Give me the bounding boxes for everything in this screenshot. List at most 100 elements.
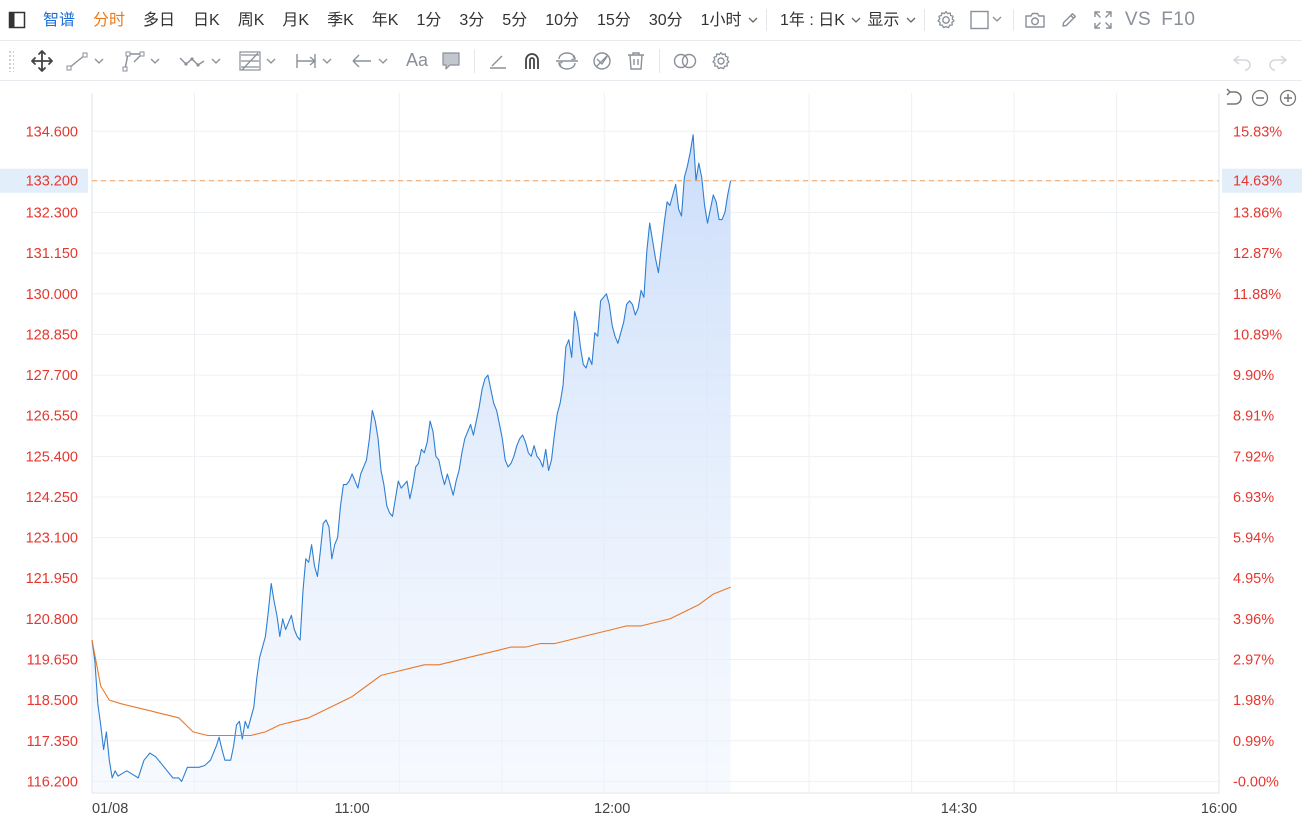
y-right-tick-label: 2.97% xyxy=(1233,653,1274,669)
tab-daily-k[interactable]: 日K xyxy=(193,11,220,29)
tab-multiday[interactable]: 多日 xyxy=(143,11,176,29)
range-select[interactable]: 1年 : 日K xyxy=(771,0,865,41)
y-left-tick-label: 131.150 xyxy=(26,246,78,262)
current-price-badge-left xyxy=(0,168,88,193)
layout-select[interactable] xyxy=(963,0,1009,41)
avg-series-line xyxy=(91,586,731,737)
tab-15min[interactable]: 15分 xyxy=(597,11,631,29)
y-right-tick-label: 8.91% xyxy=(1233,409,1274,425)
measure-tool-icon[interactable] xyxy=(288,41,344,81)
fib-tool-icon[interactable] xyxy=(232,41,288,81)
y-left-tick-label: 127.700 xyxy=(26,368,78,384)
tab-zhipu[interactable]: 智谱 xyxy=(43,11,76,29)
tab-5min[interactable]: 5分 xyxy=(502,11,528,29)
y-left-tick-label: 128.850 xyxy=(26,327,78,343)
redo-icon[interactable] xyxy=(1260,41,1296,81)
plot-area xyxy=(91,134,732,793)
y-right-tick-label: 11.88% xyxy=(1233,287,1281,303)
settings-icon[interactable] xyxy=(929,0,963,41)
y-left-tick-label: 126.550 xyxy=(26,409,78,425)
y-right-tick-label: 10.89% xyxy=(1233,327,1282,343)
tab-monthly-k[interactable]: 月K xyxy=(282,11,310,29)
divider xyxy=(923,9,925,31)
y-right-tick-label: 6.93% xyxy=(1233,490,1274,506)
tab-intraday[interactable]: 分时 xyxy=(93,11,126,29)
tab-1hour[interactable]: 1小时 xyxy=(692,0,762,41)
wave-tool-icon[interactable] xyxy=(172,41,232,81)
y-left-tick-label: 120.800 xyxy=(26,612,78,628)
text-tool-label: Aa xyxy=(406,50,429,70)
price-series-line xyxy=(91,134,732,782)
tab-1min[interactable]: 1分 xyxy=(416,11,442,29)
x-axis: 01/08 11:00 12:00 14:30 16:00 xyxy=(92,801,1237,817)
pencil-icon[interactable] xyxy=(1052,0,1086,41)
current-price-marker: 133.200 14.63% xyxy=(0,168,1302,193)
x-tick-label: 12:00 xyxy=(594,801,630,817)
drawing-toolbar: Aa xyxy=(0,41,1302,81)
display-select-label: 显示 xyxy=(867,11,900,29)
y-right-tick-label: 1.98% xyxy=(1233,693,1274,709)
tab-30min[interactable]: 30分 xyxy=(648,11,683,29)
divider xyxy=(1012,9,1014,31)
x-tick-label: 11:00 xyxy=(334,801,369,817)
move-icon[interactable] xyxy=(24,41,60,81)
y-left-tick-label: 125.400 xyxy=(26,449,78,465)
chevron-down-icon xyxy=(851,16,861,24)
tab-weekly-k[interactable]: 周K xyxy=(237,11,265,29)
delete-icon[interactable] xyxy=(619,41,653,81)
y-left-tick-label: 121.950 xyxy=(26,571,78,587)
y-left-tick-label: 123.100 xyxy=(26,531,78,547)
y-axis-left: 134.600 133.200 132.300 131.150 130.000 128.8… xyxy=(26,124,78,790)
polyline-tool-icon[interactable] xyxy=(116,41,172,81)
pen-icon[interactable] xyxy=(481,41,515,81)
divider xyxy=(474,48,476,73)
y-right-tick-label: 15.83% xyxy=(1233,124,1282,140)
x-tick-label: 14:30 xyxy=(941,801,977,817)
comment-tool-icon[interactable] xyxy=(434,41,468,81)
y-left-tick-label: 134.600 xyxy=(26,124,78,140)
x-tick-label: 01/08 xyxy=(92,801,128,817)
sidebar-toggle-icon[interactable] xyxy=(0,0,34,41)
magnet-icon[interactable] xyxy=(515,41,549,81)
fullscreen-icon[interactable] xyxy=(1086,0,1120,41)
y-left-tick-label: 116.200 xyxy=(27,774,78,790)
f10-button[interactable]: F10 xyxy=(1161,9,1196,30)
y-left-tick-label: 130.000 xyxy=(26,287,78,303)
y-right-tick-label: 0.99% xyxy=(1233,734,1274,750)
chevron-down-icon xyxy=(906,16,916,24)
reset-zoom-icon[interactable] xyxy=(1226,88,1242,105)
line-tool-icon[interactable] xyxy=(60,41,116,81)
drag-handle[interactable] xyxy=(8,49,14,72)
display-select[interactable]: 显示 xyxy=(865,0,919,41)
current-price-label: 133.200 xyxy=(26,174,78,190)
tab-yearly-k[interactable]: 年K xyxy=(371,11,399,29)
intraday-chart[interactable]: 134.600 133.200 132.300 131.150 130.000 128.8… xyxy=(0,81,1302,831)
y-left-tick-label: 124.250 xyxy=(26,490,78,506)
tab-1hour-label: 1小时 xyxy=(700,11,742,29)
x-tick-label: 16:00 xyxy=(1201,801,1237,817)
divider xyxy=(766,9,767,31)
hide-icon[interactable] xyxy=(585,41,619,81)
text-tool-icon[interactable]: Aa xyxy=(400,41,434,81)
y-right-tick-label: 9.90% xyxy=(1233,368,1274,384)
current-pct-label: 14.63% xyxy=(1233,174,1282,190)
vs-button[interactable]: VS xyxy=(1124,9,1152,30)
zoom-in-icon[interactable] xyxy=(1279,89,1297,107)
sync-icon[interactable] xyxy=(549,41,585,81)
arrow-tool-icon[interactable] xyxy=(344,41,400,81)
tab-10min[interactable]: 10分 xyxy=(545,11,580,29)
tab-quarterly-k[interactable]: 季K xyxy=(327,11,354,29)
compare-icon[interactable] xyxy=(666,41,704,81)
chevron-down-icon xyxy=(748,16,758,24)
zoom-out-icon[interactable] xyxy=(1251,89,1269,107)
tab-3min[interactable]: 3分 xyxy=(459,11,485,29)
y-right-tick-label: -0.00% xyxy=(1233,774,1279,790)
y-axis-right: 15.83% 14.63% 13.86% 12.87% 11.88% 10.89% 9.90… xyxy=(1233,124,1282,790)
price-area-fill xyxy=(92,134,731,793)
camera-icon[interactable] xyxy=(1018,0,1052,41)
settings-icon[interactable] xyxy=(704,41,738,81)
y-left-tick-label: 119.650 xyxy=(27,653,78,669)
y-left-tick-label: 118.500 xyxy=(27,693,78,709)
undo-icon[interactable] xyxy=(1224,41,1260,81)
period-toolbar: 智谱 分时 多日 日K 周K 月K 季K 年K 1分 3分 5分 10分 15分… xyxy=(0,0,1302,41)
